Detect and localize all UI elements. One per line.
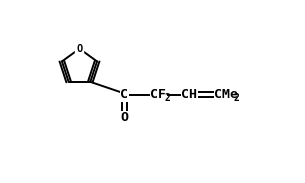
Text: O: O bbox=[76, 44, 83, 54]
Text: CF: CF bbox=[150, 88, 167, 101]
Text: CH: CH bbox=[181, 88, 197, 101]
Text: 2: 2 bbox=[164, 93, 170, 103]
Text: CMe: CMe bbox=[214, 88, 238, 101]
Text: 2: 2 bbox=[234, 93, 239, 103]
Text: O: O bbox=[120, 111, 128, 124]
Text: C: C bbox=[120, 88, 128, 101]
